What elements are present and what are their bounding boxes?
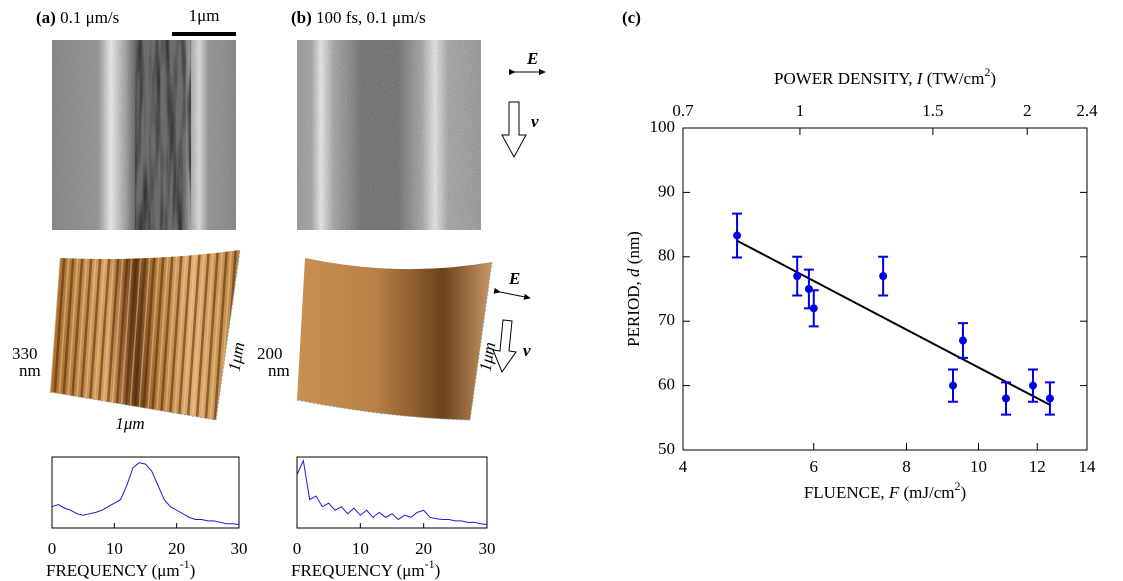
data-point: [949, 381, 958, 390]
svg-text:E: E: [526, 49, 538, 68]
x2-tick-label: 1: [796, 101, 805, 120]
x-tick-label: 10: [970, 457, 987, 476]
axis-label-part: FREQUENCY (μm: [46, 561, 180, 580]
svg-text:v: v: [523, 341, 531, 360]
axis-label-part: 2: [984, 65, 990, 79]
axis-label-part: (TW/cm: [922, 69, 984, 88]
panel-label: (b) 100 fs, 0.1 μm/s: [291, 8, 426, 27]
x2-tick-label: 1.5: [922, 101, 943, 120]
data-point: [809, 304, 818, 313]
axis-label-part: FLUENCE,: [804, 483, 889, 502]
x2-tick-label: 0.7: [672, 101, 694, 120]
axis-label-part: ): [960, 483, 966, 502]
x-tick-label: 12: [1029, 457, 1046, 476]
x-tick-label: 30: [479, 539, 496, 558]
svg-text:E: E: [508, 269, 520, 288]
height-unit: nm: [268, 361, 290, 380]
y-tick-label: 70: [658, 310, 675, 329]
panel-label: (a) 0.1 μm/s: [36, 8, 119, 27]
height-unit: nm: [19, 361, 41, 380]
x-tick-label: 0: [48, 539, 57, 558]
data-point: [1001, 394, 1010, 403]
height-label: 330: [12, 344, 38, 363]
y-tick-label: 80: [658, 246, 675, 265]
y-tick-label: 60: [658, 375, 675, 394]
height-label: 200: [257, 344, 283, 363]
plot-frame: [296, 456, 488, 529]
axis-label: PERIOD, d (nm): [624, 231, 643, 347]
data-point: [1045, 394, 1054, 403]
data-point: [804, 285, 813, 293]
y-tick-label: 50: [658, 439, 675, 458]
x2-tick-label: 2: [1023, 101, 1032, 120]
axis-label: POWER DENSITY, I (TW/cm2): [774, 65, 996, 88]
x-tick-label: 10: [106, 539, 123, 558]
axis-label-part: F: [888, 483, 900, 502]
fit-line: [736, 239, 1051, 406]
velocity-indicator: v v: [492, 101, 539, 374]
y-tick-label: 90: [658, 181, 675, 200]
axis-label-part: I: [916, 69, 924, 88]
y-tick-label: 100: [650, 117, 676, 136]
svg-text:v: v: [531, 112, 539, 131]
data-point: [1028, 381, 1037, 390]
spectrum-line: [296, 458, 488, 525]
axis-label-part: -1: [180, 557, 190, 571]
x-tick-label: 20: [168, 539, 185, 558]
data-point: [733, 231, 742, 240]
side-label: 1μm: [225, 341, 249, 373]
x-tick-label: 20: [415, 539, 432, 558]
axis-label-part: 2: [954, 479, 960, 493]
x-tick-label: 30: [231, 539, 248, 558]
side-label: 1μm: [476, 341, 500, 373]
axis-label: FREQUENCY (μm-1): [46, 557, 195, 580]
data-point: [793, 272, 802, 281]
axis-label-part: ): [990, 69, 996, 88]
axis-label-part: ): [435, 561, 441, 580]
axis-label-part: ): [190, 561, 196, 580]
afm-image-b: [296, 258, 493, 421]
x-tick-label: 0: [293, 539, 302, 558]
axis-label-part: d: [624, 268, 643, 277]
sem-image-b: [297, 40, 481, 230]
x-tick-label: 10: [352, 539, 369, 558]
data-point: [958, 336, 967, 345]
x-tick-label: 14: [1079, 457, 1097, 476]
x-tick-label: 8: [902, 457, 911, 476]
scale-bar-label: 1μm: [189, 6, 220, 25]
data-point: [879, 272, 888, 281]
axis-label-part: FREQUENCY (μm: [291, 561, 425, 580]
base-label: 1μm: [115, 414, 144, 433]
axis-label-part: (nm): [624, 231, 643, 268]
plot-frame: [682, 127, 1088, 451]
spectrum-line: [51, 462, 240, 525]
plot-frame: [51, 456, 240, 529]
panel-label: (c): [622, 8, 641, 27]
polarization-indicator: E E: [493, 49, 546, 300]
axis-label-part: (mJ/cm: [899, 483, 954, 502]
x-tick-label: 6: [810, 457, 819, 476]
axis-label: FLUENCE, F (mJ/cm2): [804, 479, 966, 502]
axis-label-part: PERIOD,: [624, 277, 643, 347]
x2-tick-label: 2.4: [1076, 101, 1098, 120]
axis-label-part: -1: [425, 557, 435, 571]
afm-image-a: [49, 249, 241, 421]
axis-label-part: POWER DENSITY,: [774, 69, 917, 88]
sem-image-a: [52, 40, 236, 230]
x-tick-label: 4: [679, 457, 688, 476]
axis-label: FREQUENCY (μm-1): [291, 557, 440, 580]
